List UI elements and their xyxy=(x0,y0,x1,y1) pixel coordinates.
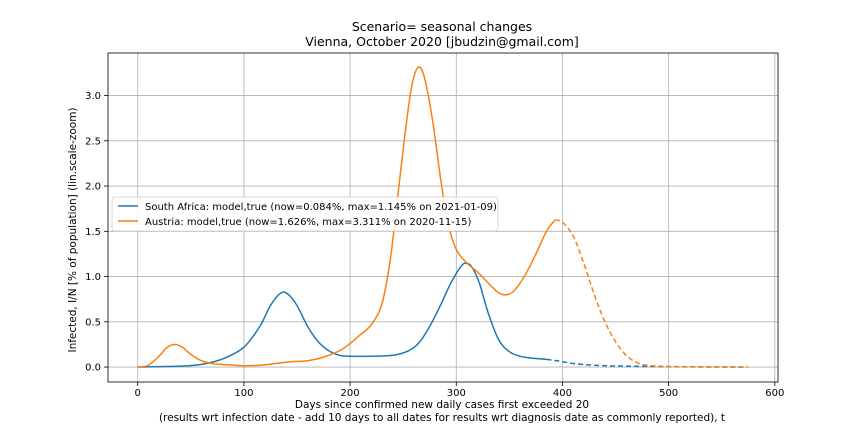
legend-box xyxy=(111,196,499,232)
y-axis-label: Infected, I/N [% of population] (lin.sca… xyxy=(67,107,79,352)
y-tick-label: 2.0 xyxy=(85,182,101,193)
x-tick-label: 300 xyxy=(447,388,466,399)
x-tick-label: 500 xyxy=(659,388,678,399)
x-tick-label: 600 xyxy=(765,388,784,399)
series-line-austria xyxy=(137,66,556,368)
plot-frame xyxy=(107,52,779,383)
y-tick-label: 0.0 xyxy=(85,363,101,374)
y-tick-label: 1.5 xyxy=(85,227,101,238)
x-tick-label: 200 xyxy=(341,388,360,399)
x-tick-label: 100 xyxy=(234,388,253,399)
tick-layer: 0 100 200 300 400 500 600 0.0 0.5 1.0 1.5 2.0 2.5 3.0 xyxy=(85,91,784,399)
x-axis-label-2: (results wrt infection date - add 10 day… xyxy=(159,412,725,424)
series-projection-austria xyxy=(554,219,749,368)
y-tick-label: 1.0 xyxy=(85,272,101,283)
x-tick-label: 400 xyxy=(553,388,572,399)
series-line-south-africa xyxy=(137,262,547,368)
legend-label-south-africa: South Africa: model,true (now=0.084%, ma… xyxy=(145,202,497,213)
y-tick-label: 2.5 xyxy=(85,136,101,147)
chart-title: Scenario= seasonal changes xyxy=(352,19,532,34)
series-projection-south-africa xyxy=(546,358,743,368)
chart-subtitle: Vienna, October 2020 [jbudzin@gmail.com] xyxy=(305,34,579,49)
legend-label-austria: Austria: model,true (now=1.626%, max=3.3… xyxy=(145,217,472,228)
series-layer xyxy=(137,66,749,368)
x-axis-label: Days since confirmed new daily cases fir… xyxy=(295,399,589,411)
y-tick-label: 3.0 xyxy=(85,91,101,102)
legend: South Africa: model,true (now=0.084%, ma… xyxy=(111,196,499,232)
y-tick-label: 0.5 xyxy=(85,317,101,328)
x-tick-label: 0 xyxy=(135,388,141,399)
